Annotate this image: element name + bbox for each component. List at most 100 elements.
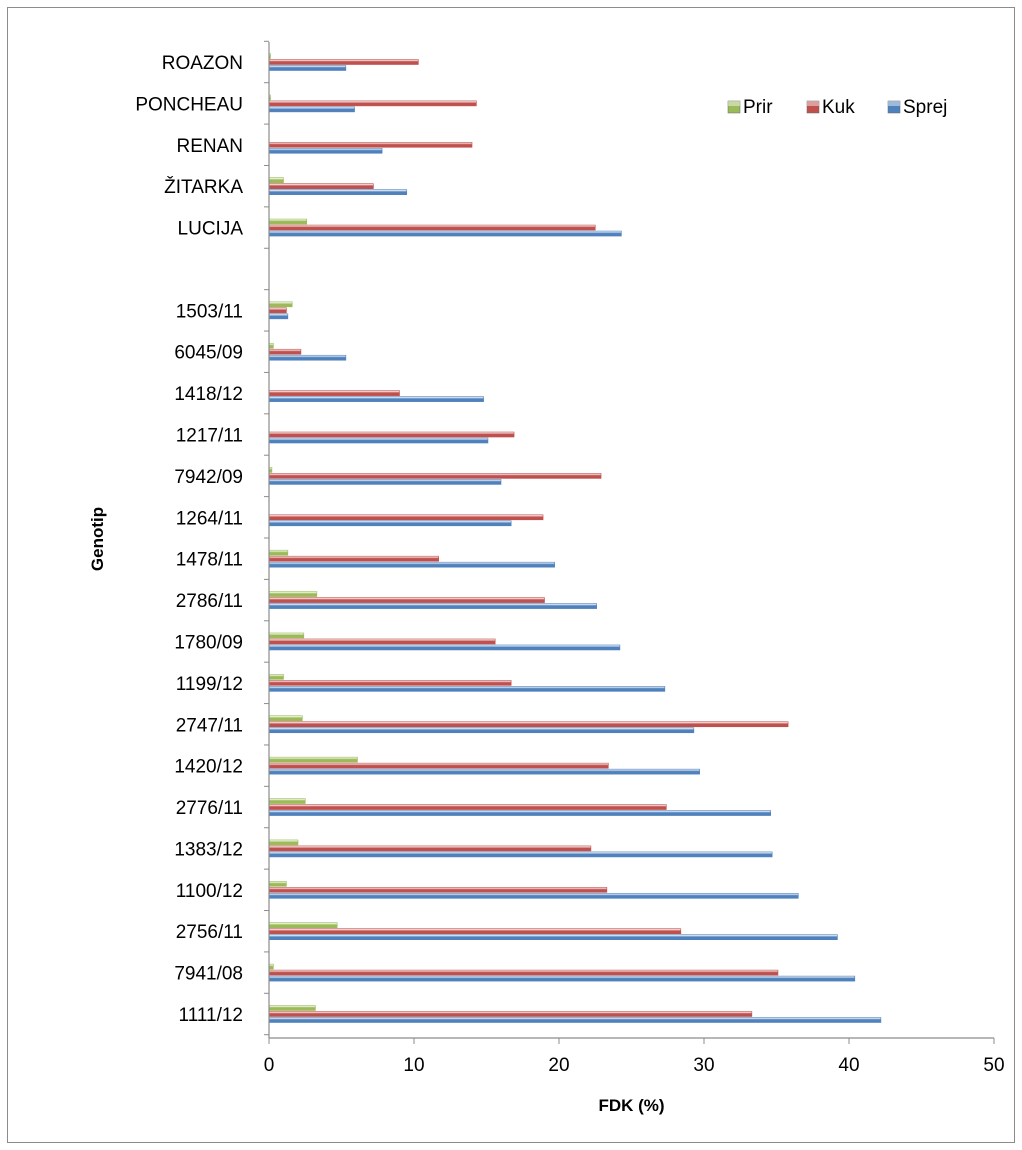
legend-label-sprej: Sprej	[903, 97, 947, 118]
category-label: 1217/11	[176, 426, 243, 447]
legend-swatch-highlight	[728, 101, 740, 106]
bar-prir	[268, 177, 284, 183]
bar-sprej	[268, 147, 383, 154]
bar-sprej	[268, 893, 799, 899]
bar-kuk	[268, 183, 374, 189]
bar-sprej	[268, 520, 512, 527]
category-label: 1100/12	[176, 881, 243, 902]
bar-prir	[268, 881, 287, 887]
bar-kuk	[268, 224, 596, 231]
bar-kuk	[268, 597, 545, 603]
category-label: 1264/11	[176, 508, 243, 529]
bar-sprej	[268, 561, 555, 568]
category-label: 1780/09	[174, 632, 243, 653]
category-label: 7942/09	[174, 467, 243, 488]
bar-kuk	[268, 680, 512, 686]
bar-kuk	[268, 431, 515, 438]
bar-sprej	[268, 396, 484, 402]
legend-swatch-highlight	[807, 101, 819, 106]
legend-swatch-sprej	[887, 100, 901, 114]
bar-kuk	[268, 887, 608, 893]
category-label: 6045/09	[174, 343, 243, 364]
bar-prir	[268, 798, 306, 804]
category-label: 1418/12	[174, 384, 243, 405]
bar-sprej	[268, 810, 772, 816]
category-label: PONCHEAU	[135, 94, 243, 115]
bar-prir	[268, 715, 303, 722]
x-axis-title: FDK (%)	[598, 1096, 664, 1115]
bar-sprej	[268, 934, 838, 941]
category-label: 2747/11	[176, 715, 243, 736]
bar-sprej	[268, 603, 598, 609]
category-label: 1111/12	[179, 1005, 243, 1026]
bar-sprej	[268, 106, 355, 113]
bar-sprej	[268, 686, 666, 692]
legend-swatch-kuk	[806, 100, 820, 114]
category-label: RENAN	[176, 136, 243, 157]
bar-prir	[268, 632, 305, 639]
x-tick-label: 10	[403, 1055, 424, 1076]
bar-prir	[268, 963, 274, 970]
bar-prir	[268, 1005, 316, 1011]
category-label: 1199/12	[176, 674, 243, 695]
category-label: 2786/11	[176, 591, 243, 612]
x-tick-label: 50	[983, 1055, 1004, 1076]
category-label: 1420/12	[174, 757, 243, 778]
bar-sprej	[268, 727, 695, 734]
category-label: 2756/11	[176, 922, 243, 943]
legend-label-prir: Prir	[743, 97, 773, 118]
bar-kuk	[268, 348, 302, 355]
bar-sprej	[268, 437, 489, 444]
bar-sprej	[268, 975, 856, 982]
bar-prir	[268, 549, 289, 556]
category-label: ŽITARKA	[164, 176, 243, 198]
bar-sprej	[268, 313, 289, 320]
bar-prir	[268, 839, 299, 846]
bar-prir	[268, 922, 338, 929]
bar-kuk	[268, 473, 602, 479]
bar-prir	[268, 342, 274, 349]
bar-kuk	[268, 59, 419, 65]
bar-kuk	[268, 721, 789, 728]
bar-prir	[268, 674, 284, 680]
bar-kuk	[268, 804, 667, 810]
bar-kuk	[268, 1011, 753, 1017]
bar-sprej	[268, 644, 621, 651]
legend: Prir Kuk Sprej	[727, 97, 947, 118]
bar-kuk	[268, 390, 400, 396]
legend-swatch-prir	[727, 100, 741, 114]
axes-layer	[264, 40, 995, 1044]
bar-prir	[268, 218, 308, 225]
bar-kuk	[268, 307, 287, 314]
x-tick-label: 30	[693, 1055, 714, 1076]
bar-kuk	[268, 845, 592, 852]
bar-prir	[268, 756, 358, 763]
bar-sprej	[268, 768, 700, 775]
bar-sprej	[268, 189, 408, 195]
bar-sprej	[268, 65, 347, 71]
bar-kuk	[268, 555, 439, 562]
category-label: ROAZON	[162, 53, 243, 74]
chart-frame	[7, 7, 1015, 1143]
bars-layer	[268, 53, 882, 1023]
bar-sprej	[268, 230, 622, 237]
bar-prir	[268, 301, 293, 308]
bar-sprej	[268, 479, 502, 485]
legend-label-kuk: Kuk	[822, 97, 855, 118]
y-axis-title: Genotip	[88, 507, 107, 571]
bar-kuk	[268, 928, 682, 935]
bar-kuk	[268, 969, 779, 976]
bar-kuk	[268, 638, 496, 645]
legend-swatch-highlight	[888, 101, 900, 106]
category-label: 1383/12	[174, 839, 243, 860]
x-tick-label: 0	[264, 1055, 275, 1076]
category-label: 1478/11	[176, 550, 243, 571]
bar-kuk	[268, 514, 544, 521]
category-label: 7941/08	[174, 964, 243, 985]
bar-sprej	[268, 354, 347, 361]
bar-sprej	[268, 1017, 882, 1023]
category-label: 1503/11	[176, 301, 243, 322]
bar-kuk	[268, 762, 609, 769]
category-label: 2776/11	[176, 798, 243, 819]
